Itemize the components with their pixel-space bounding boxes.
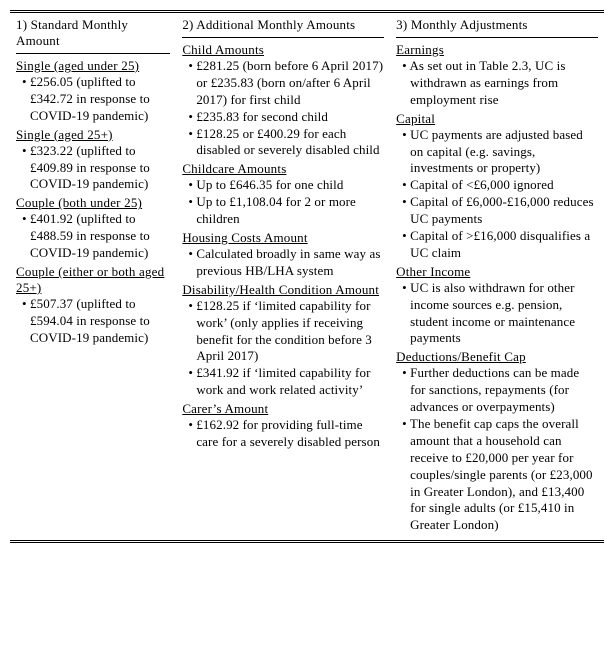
column-adjustments: 3) Monthly Adjustments Earnings As set o…: [390, 13, 604, 540]
other-income-note: UC is also withdrawn for other income so…: [396, 280, 598, 348]
disability-lcw: £128.25 if ‘limited capability for work’…: [182, 298, 384, 366]
section-deductions-cap: Deductions/Benefit Cap: [396, 349, 598, 365]
childcare-more-children: Up to £1,108.04 for 2 or more children: [182, 194, 384, 228]
amount-single-25-plus: £323.22 (uplifted to £409.89 in response…: [16, 143, 170, 194]
column-header-3: 3) Monthly Adjustments: [396, 17, 598, 38]
section-housing-costs: Housing Costs Amount: [182, 230, 384, 246]
column-header-2: 2) Additional Monthly Amounts: [182, 17, 384, 38]
section-disability-amount: Disability/Health Condition Amount: [182, 282, 384, 298]
child-second-amount: £235.83 for second child: [182, 109, 384, 126]
uc-components-table: 1) Standard Monthly Amount Single (aged …: [10, 10, 604, 543]
section-single-25-plus: Single (aged 25+): [16, 127, 170, 143]
section-capital: Capital: [396, 111, 598, 127]
earnings-note: As set out in Table 2.3, UC is withdrawn…: [396, 58, 598, 109]
section-couple-25-plus: Couple (either or both aged 25+): [16, 264, 170, 296]
housing-cost-note: Calculated broadly in same way as previo…: [182, 246, 384, 280]
column-additional-amounts: 2) Additional Monthly Amounts Child Amou…: [176, 13, 390, 540]
amount-single-under-25: £256.05 (uplifted to £342.72 in response…: [16, 74, 170, 125]
deductions-note: Further deductions can be made for sanct…: [396, 365, 598, 416]
capital-6k-16k: Capital of £6,000-£16,000 reduces UC pay…: [396, 194, 598, 228]
section-childcare-amounts: Childcare Amounts: [182, 161, 384, 177]
carer-amount: £162.92 for providing full-time care for…: [182, 417, 384, 451]
section-other-income: Other Income: [396, 264, 598, 280]
section-single-under-25: Single (aged under 25): [16, 58, 170, 74]
column-standard-amount: 1) Standard Monthly Amount Single (aged …: [10, 13, 176, 540]
capital-over-16k: Capital of >£16,000 disqualifies a UC cl…: [396, 228, 598, 262]
section-carers-amount: Carer’s Amount: [182, 401, 384, 417]
amount-couple-under-25: £401.92 (uplifted to £488.59 in response…: [16, 211, 170, 262]
childcare-one-child: Up to £646.35 for one child: [182, 177, 384, 194]
column-header-1: 1) Standard Monthly Amount: [16, 17, 170, 54]
capital-under-6k: Capital of <£6,000 ignored: [396, 177, 598, 194]
section-couple-under-25: Couple (both under 25): [16, 195, 170, 211]
child-disabled-amount: £128.25 or £400.29 for each disabled or …: [182, 126, 384, 160]
benefit-cap-note: The benefit cap caps the overall amount …: [396, 416, 598, 534]
capital-note: UC payments are adjusted based on capita…: [396, 127, 598, 178]
section-child-amounts: Child Amounts: [182, 42, 384, 58]
child-first-amount: £281.25 (born before 6 April 2017) or £2…: [182, 58, 384, 109]
amount-couple-25-plus: £507.37 (uplifted to £594.04 in response…: [16, 296, 170, 347]
section-earnings: Earnings: [396, 42, 598, 58]
disability-lcwra: £341.92 if ‘limited capability for work …: [182, 365, 384, 399]
